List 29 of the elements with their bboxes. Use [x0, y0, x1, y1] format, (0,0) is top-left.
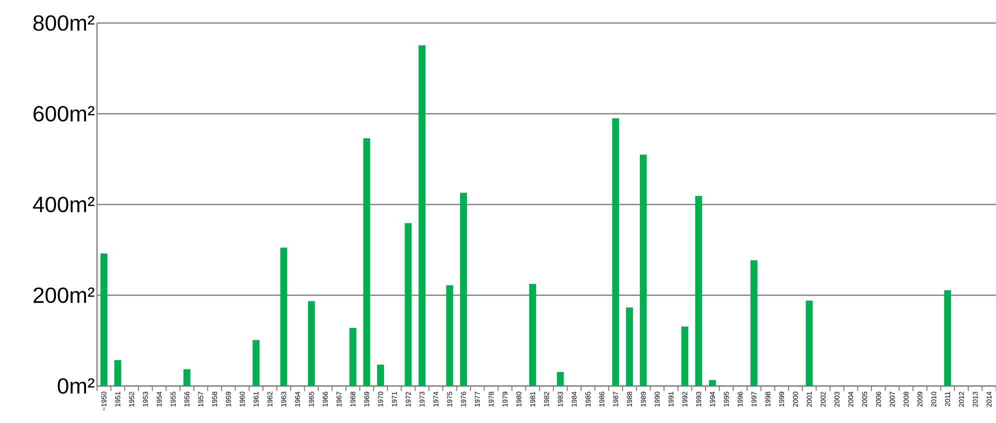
bar: [750, 260, 758, 386]
y-tick-label: 0m²: [58, 378, 94, 394]
bar: [100, 253, 108, 386]
bar: [418, 45, 426, 386]
bar: [529, 284, 536, 386]
bar: [363, 138, 370, 386]
bar: [556, 372, 564, 386]
y-tick-label: 400m²: [32, 196, 94, 212]
bar: [626, 307, 633, 386]
bar: [460, 192, 467, 386]
bar: [308, 301, 315, 386]
y-tick-label: 600m²: [34, 106, 94, 122]
bar: [252, 340, 260, 386]
bar: [612, 118, 620, 386]
y-tick-label: 800m²: [33, 15, 94, 31]
bar: [183, 369, 190, 386]
bar: [806, 300, 813, 386]
y-tick-label: 200m²: [34, 287, 94, 304]
bar: [695, 196, 702, 386]
bar: [404, 223, 412, 386]
bar: [681, 326, 688, 386]
bar: [349, 328, 356, 386]
bar: [446, 285, 454, 386]
bar: [944, 290, 952, 386]
bar: [640, 154, 647, 386]
bar: [114, 360, 122, 386]
bar: [709, 380, 716, 386]
bar: [377, 364, 384, 386]
bar: [280, 248, 288, 386]
